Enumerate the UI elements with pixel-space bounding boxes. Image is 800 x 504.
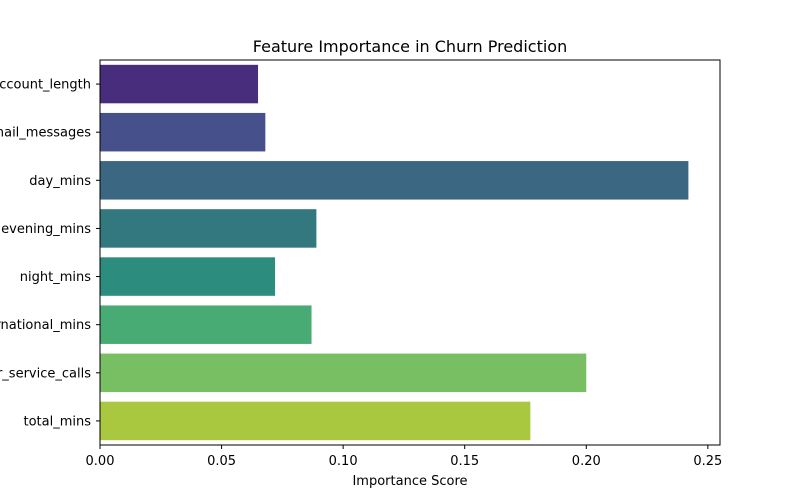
bar-international-mins	[100, 305, 312, 344]
bar-day-mins	[100, 161, 689, 200]
y-tick-label: account_length	[0, 78, 91, 93]
y-tick-label: voice_mail_messages	[0, 126, 91, 141]
x-tick-label: 0.15	[450, 454, 479, 469]
bars-group	[100, 64, 689, 441]
bar-account-length	[100, 64, 259, 104]
y-tick-label: customer_service_calls	[0, 366, 91, 381]
chart-title: Feature Importance in Churn Prediction	[253, 37, 567, 56]
y-tick-label: total_mins	[23, 414, 91, 429]
bar-voice-mail-messages	[100, 112, 266, 152]
y-tick-label: day_mins	[29, 174, 91, 189]
x-tick-label: 0.10	[329, 454, 358, 469]
y-axis: account_length voice_mail_messages day_min…	[0, 78, 100, 429]
x-tick-label: 0.00	[86, 454, 115, 469]
bar-night-mins	[100, 257, 276, 296]
bar-customer-service-calls	[100, 353, 587, 393]
plot-frame	[99, 59, 721, 446]
y-tick-label: evening_mins	[1, 222, 91, 237]
bar-total-mins	[100, 401, 531, 441]
x-tick-label: 0.25	[693, 454, 722, 469]
x-axis-label: Importance Score	[352, 474, 467, 489]
x-axis: 0.00 0.05 0.10 0.15 0.20 0.25	[86, 445, 722, 469]
x-tick-label: 0.20	[572, 454, 601, 469]
y-tick-label: night_mins	[20, 270, 91, 285]
bar-evening-mins	[100, 209, 317, 248]
x-tick-label: 0.05	[207, 454, 236, 469]
y-tick-label: international_mins	[0, 318, 91, 333]
